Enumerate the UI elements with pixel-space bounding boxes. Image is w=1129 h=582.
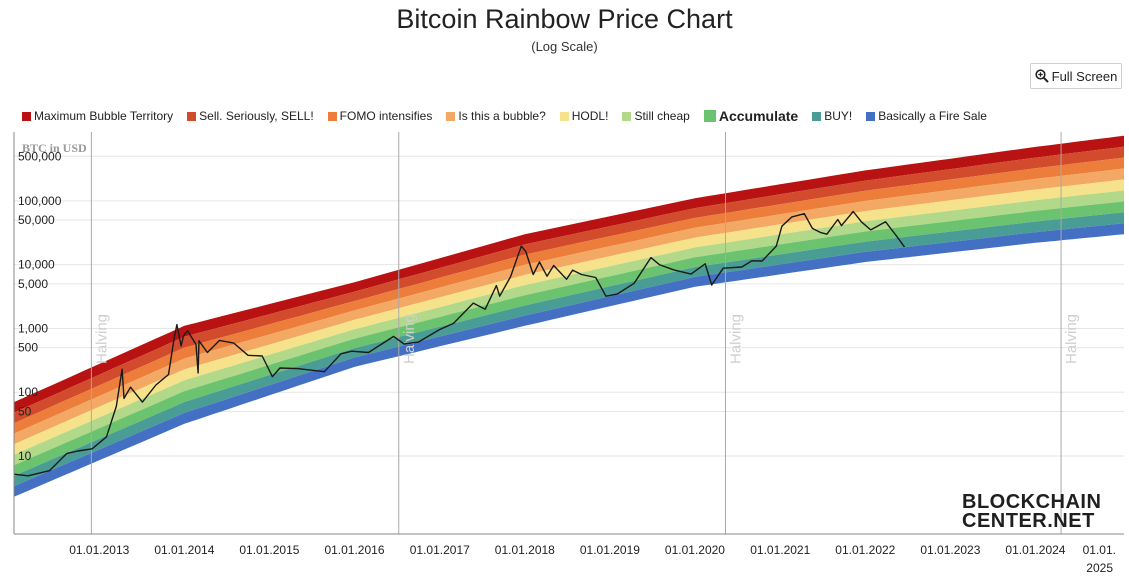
x-tick-label: 01.01.2020 <box>665 543 725 557</box>
legend-swatch <box>812 111 822 121</box>
halving-label: Halving <box>401 314 418 364</box>
legend-label: FOMO intensifies <box>339 109 433 123</box>
halving-label: Halving <box>727 314 744 364</box>
legend-label: HODL! <box>571 109 609 123</box>
legend-swatch <box>22 111 31 121</box>
legend-item-2[interactable]: Sell. Seriously, SELL! <box>187 109 314 123</box>
x-tick-label: 01.01.2023 <box>920 543 980 557</box>
halving-markers: Halving Halving Halving Halving <box>90 132 1080 534</box>
legend-label: Still cheap <box>634 109 690 123</box>
legend-label: Maximum Bubble Territory <box>34 109 174 123</box>
legend-swatch <box>622 111 632 121</box>
y-axis-label: BTC in USD <box>22 141 87 155</box>
y-tick-label: 100 <box>18 385 38 399</box>
y-tick-label: 5,000 <box>18 277 48 291</box>
halving-label: Halving <box>93 314 110 364</box>
fullscreen-button[interactable]: Full Screen <box>1030 63 1122 89</box>
legend-item-1[interactable]: Maximum Bubble Territory <box>22 109 173 123</box>
legend-swatch <box>327 111 337 121</box>
x-tick-label: 01.01.2018 <box>495 543 555 557</box>
legend-label: Is this a bubble? <box>458 109 546 123</box>
legend-item-7[interactable]: Accumulate <box>703 108 799 124</box>
legend-swatch <box>559 111 569 121</box>
y-tick-label: 100,000 <box>18 194 62 208</box>
price-line <box>14 210 906 477</box>
x-tick-label: 01.01.2013 <box>69 543 129 557</box>
x-tick-label: 01.01.2021 <box>750 543 810 557</box>
y-tick-label: 10 <box>18 449 32 463</box>
logo-line-2: CENTER.NET <box>962 510 1095 532</box>
legend-label: Accumulate <box>718 108 799 124</box>
legend-item-8[interactable]: BUY! <box>812 109 852 123</box>
y-tick-label: 500,000 <box>18 149 62 163</box>
x-tick-label: 01.01.2015 <box>239 543 299 557</box>
y-tick-label: 10,000 <box>18 258 55 272</box>
axes: 10 50 100 500 1,000 5,000 10,000 50,000 100,000 5… <box>13 132 1124 575</box>
legend-label: Basically a Fire Sale <box>878 109 987 123</box>
legend-swatch <box>703 110 716 122</box>
blockchaincenter-logo: BLOCKCHAIN CENTER.NET <box>962 491 1102 532</box>
halving-label: Halving <box>1063 314 1080 364</box>
x-tick-label: 01.01.2022 <box>835 543 895 557</box>
rainbow-bands <box>14 135 1124 497</box>
legend-item-4[interactable]: Is this a bubble? <box>446 109 546 123</box>
legend-swatch <box>446 111 456 121</box>
legend-item-9[interactable]: Basically a Fire Sale <box>866 109 987 123</box>
y-tick-label: 1,000 <box>18 321 48 335</box>
fullscreen-label: Full Screen <box>1051 68 1118 84</box>
x-tick-label: 01.01.2017 <box>410 543 470 557</box>
x-tick-label: 01.01.2024 <box>1005 543 1065 557</box>
legend-swatch <box>187 111 197 121</box>
magnifier-plus-icon <box>1035 69 1049 83</box>
chart-legend: Maximum Bubble Territory Sell. Seriously,… <box>22 107 1001 125</box>
y-tick-label: 50 <box>18 404 32 418</box>
x-tick-label: 01.01. 2025 <box>1083 543 1116 575</box>
legend-label: BUY! <box>824 109 853 123</box>
legend-item-5[interactable]: HODL! <box>559 109 609 123</box>
legend-label: Sell. Seriously, SELL! <box>199 109 314 123</box>
price-series <box>14 210 906 477</box>
legend-swatch <box>866 111 876 121</box>
y-tick-label: 50,000 <box>18 213 55 227</box>
chart-subtitle: (Log Scale) <box>531 39 598 54</box>
x-tick-label: 01.01.2019 <box>580 543 640 557</box>
legend-item-6[interactable]: Still cheap <box>622 109 690 123</box>
x-tick-label: 01.01.2014 <box>154 543 214 557</box>
y-tick-label: 500 <box>18 341 38 355</box>
logo-line-1: BLOCKCHAIN <box>962 491 1102 513</box>
chart-title: Bitcoin Rainbow Price Chart <box>396 4 733 34</box>
x-tick-label: 01.01.2016 <box>324 543 384 557</box>
legend-item-3[interactable]: FOMO intensifies <box>327 109 433 123</box>
